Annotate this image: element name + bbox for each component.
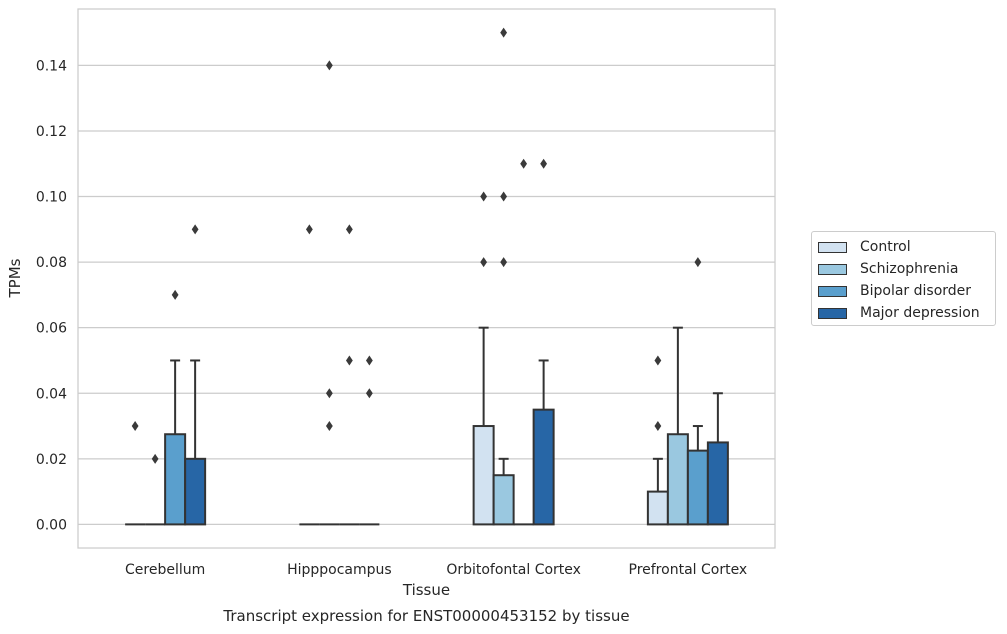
legend-item-bipolar-disorder: Bipolar disorder bbox=[818, 280, 995, 302]
x-tick-label: Orbitofontal Cortex bbox=[446, 562, 581, 578]
bars bbox=[125, 408, 729, 526]
y-tick-label: 0.04 bbox=[36, 386, 67, 402]
legend-swatch bbox=[818, 241, 847, 253]
outlier-point bbox=[345, 224, 353, 235]
legend-label: Control bbox=[860, 239, 911, 255]
bar bbox=[164, 433, 187, 526]
y-tick-label: 0.02 bbox=[36, 452, 67, 468]
plot-frame bbox=[77, 8, 776, 549]
outlier-point bbox=[540, 158, 548, 169]
outlier-point bbox=[365, 388, 373, 399]
y-tick-label: 0.10 bbox=[36, 190, 67, 206]
y-tick-label: 0.06 bbox=[36, 321, 67, 337]
outlier-point bbox=[325, 421, 333, 432]
legend-item-major-depression: Major depression bbox=[818, 302, 995, 324]
chart-title: Transcript expression for ENST0000045315… bbox=[223, 607, 630, 625]
legend-swatch bbox=[818, 285, 847, 297]
bar bbox=[492, 474, 515, 526]
y-tick-label: 0.14 bbox=[36, 58, 67, 74]
outlier-point bbox=[151, 453, 159, 464]
outliers bbox=[131, 27, 702, 464]
legend: Control Schizophrenia Bipolar disorder M… bbox=[811, 231, 996, 326]
bar bbox=[472, 425, 495, 526]
x-tick-label: Hipppocampus bbox=[287, 562, 392, 578]
outlier-point bbox=[500, 191, 508, 202]
legend-label: Schizophrenia bbox=[860, 261, 959, 277]
x-tick-label: Prefrontal Cortex bbox=[629, 562, 748, 578]
outlier-point bbox=[325, 60, 333, 71]
legend-label: Bipolar disorder bbox=[860, 283, 972, 299]
legend-swatch bbox=[818, 307, 847, 319]
outlier-point bbox=[480, 257, 488, 268]
legend-label: Major depression bbox=[860, 305, 980, 321]
legend-item-schizophrenia: Schizophrenia bbox=[818, 258, 995, 280]
x-axis-ticks: Cerebellum Hipppocampus Orbitofontal Corte… bbox=[125, 562, 747, 578]
legend-swatch bbox=[818, 263, 847, 275]
bar bbox=[184, 457, 207, 526]
x-axis-label: Tissue bbox=[402, 581, 451, 599]
outlier-point bbox=[654, 421, 662, 432]
outlier-point bbox=[131, 421, 139, 432]
outlier-point bbox=[345, 355, 353, 366]
legend-item-control: Control bbox=[818, 236, 995, 258]
bar bbox=[532, 408, 555, 526]
y-tick-label: 0.00 bbox=[36, 517, 67, 533]
outlier-point bbox=[325, 388, 333, 399]
outlier-point bbox=[500, 257, 508, 268]
outlier-point bbox=[654, 355, 662, 366]
outlier-point bbox=[500, 27, 508, 38]
outlier-point bbox=[305, 224, 313, 235]
bar bbox=[686, 449, 709, 526]
outlier-point bbox=[694, 257, 702, 268]
y-tick-label: 0.08 bbox=[36, 255, 67, 271]
whiskers bbox=[170, 326, 723, 492]
outlier-point bbox=[520, 158, 528, 169]
outlier-point bbox=[365, 355, 373, 366]
y-tick-label: 0.12 bbox=[36, 124, 67, 140]
outlier-point bbox=[480, 191, 488, 202]
outlier-point bbox=[191, 224, 199, 235]
bar bbox=[666, 433, 689, 526]
y-axis-label: TPMs bbox=[6, 258, 24, 298]
y-axis-ticks: 0.00 0.02 0.04 0.06 0.08 0.10 0.12 0.14 bbox=[36, 58, 67, 533]
outlier-point bbox=[171, 289, 179, 300]
bar bbox=[706, 441, 729, 526]
x-tick-label: Cerebellum bbox=[125, 562, 205, 578]
bar bbox=[646, 490, 669, 526]
